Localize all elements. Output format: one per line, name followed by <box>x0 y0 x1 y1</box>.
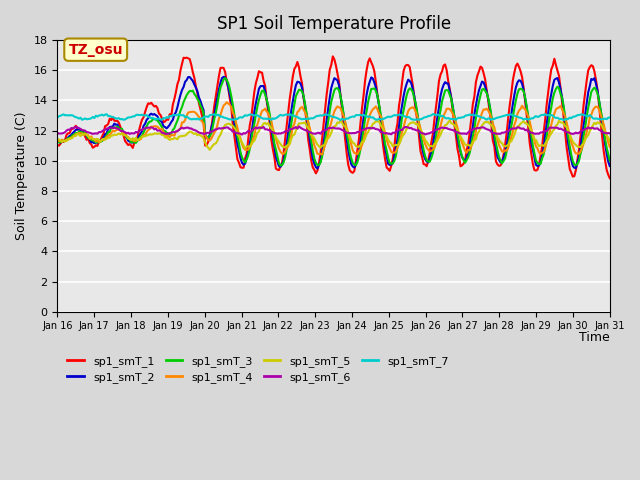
sp1_smT_6 <box>298 126 306 132</box>
sp1_smT_6 <box>248 129 255 134</box>
sp1_smT_4 <box>318 152 326 157</box>
sp1_smT_3 <box>238 155 246 160</box>
sp1_smT_2 <box>314 166 321 171</box>
sp1_smT_6 <box>54 130 61 136</box>
Text: TZ_osu: TZ_osu <box>68 43 123 57</box>
sp1_smT_5 <box>248 142 255 147</box>
sp1_smT_5 <box>446 118 454 123</box>
sp1_smT_7 <box>218 114 226 120</box>
sp1_smT_2 <box>606 163 614 169</box>
sp1_smT_6 <box>295 123 303 129</box>
sp1_smT_5 <box>54 136 61 142</box>
sp1_smT_1 <box>606 175 614 181</box>
sp1_smT_2 <box>238 160 246 166</box>
sp1_smT_5 <box>606 138 614 144</box>
sp1_smT_2 <box>218 75 226 81</box>
sp1_smT_2 <box>578 133 586 139</box>
sp1_smT_5 <box>578 142 586 147</box>
sp1_smT_7 <box>578 111 586 117</box>
sp1_smT_7 <box>560 117 568 123</box>
Line: sp1_smT_6: sp1_smT_6 <box>58 126 610 134</box>
sp1_smT_3 <box>248 138 255 144</box>
sp1_smT_4 <box>578 144 586 150</box>
sp1_smT_5 <box>206 147 214 153</box>
sp1_smT_4 <box>606 144 614 150</box>
sp1_smT_1 <box>577 133 584 139</box>
sp1_smT_4 <box>218 107 226 113</box>
Legend: sp1_smT_1, sp1_smT_2, sp1_smT_3, sp1_smT_4, sp1_smT_5, sp1_smT_6, sp1_smT_7: sp1_smT_1, sp1_smT_2, sp1_smT_3, sp1_smT… <box>63 351 453 387</box>
sp1_smT_7 <box>286 111 294 117</box>
sp1_smT_1 <box>54 142 61 148</box>
sp1_smT_7 <box>54 115 61 120</box>
sp1_smT_4 <box>121 130 129 136</box>
sp1_smT_3 <box>276 163 284 168</box>
sp1_smT_3 <box>54 138 61 144</box>
sp1_smT_2 <box>121 133 129 139</box>
sp1_smT_5 <box>297 120 305 126</box>
Line: sp1_smT_2: sp1_smT_2 <box>58 77 610 168</box>
sp1_smT_5 <box>121 132 129 138</box>
sp1_smT_6 <box>237 131 244 137</box>
sp1_smT_4 <box>238 141 246 147</box>
sp1_smT_7 <box>237 114 244 120</box>
sp1_smT_4 <box>223 99 230 105</box>
Y-axis label: Soil Temperature (C): Soil Temperature (C) <box>15 112 28 240</box>
sp1_smT_2 <box>54 139 61 145</box>
sp1_smT_6 <box>578 128 586 133</box>
sp1_smT_1 <box>329 53 337 59</box>
sp1_smT_7 <box>246 112 253 118</box>
sp1_smT_7 <box>606 115 614 120</box>
Title: SP1 Soil Temperature Profile: SP1 Soil Temperature Profile <box>216 15 451 33</box>
sp1_smT_2 <box>220 74 227 80</box>
sp1_smT_5 <box>238 140 246 145</box>
sp1_smT_6 <box>606 131 614 136</box>
sp1_smT_1 <box>218 65 226 71</box>
sp1_smT_3 <box>221 75 229 81</box>
sp1_smT_2 <box>248 131 255 137</box>
sp1_smT_7 <box>121 117 129 122</box>
sp1_smT_3 <box>121 131 129 137</box>
sp1_smT_1 <box>295 64 303 70</box>
sp1_smT_1 <box>246 123 253 129</box>
sp1_smT_1 <box>237 164 244 170</box>
Line: sp1_smT_3: sp1_smT_3 <box>58 78 610 166</box>
Line: sp1_smT_5: sp1_smT_5 <box>58 120 610 150</box>
sp1_smT_3 <box>606 158 614 164</box>
sp1_smT_7 <box>297 116 305 121</box>
sp1_smT_6 <box>121 129 129 135</box>
sp1_smT_2 <box>297 81 305 86</box>
sp1_smT_4 <box>297 105 305 111</box>
X-axis label: Time: Time <box>579 331 610 344</box>
sp1_smT_3 <box>298 89 306 95</box>
sp1_smT_4 <box>54 138 61 144</box>
sp1_smT_3 <box>578 145 586 151</box>
Line: sp1_smT_4: sp1_smT_4 <box>58 102 610 155</box>
sp1_smT_4 <box>248 142 255 147</box>
Line: sp1_smT_1: sp1_smT_1 <box>58 56 610 178</box>
Line: sp1_smT_7: sp1_smT_7 <box>58 114 610 120</box>
sp1_smT_3 <box>218 81 226 86</box>
sp1_smT_1 <box>121 138 129 144</box>
sp1_smT_6 <box>218 125 226 131</box>
sp1_smT_6 <box>238 132 246 137</box>
sp1_smT_5 <box>220 125 227 131</box>
